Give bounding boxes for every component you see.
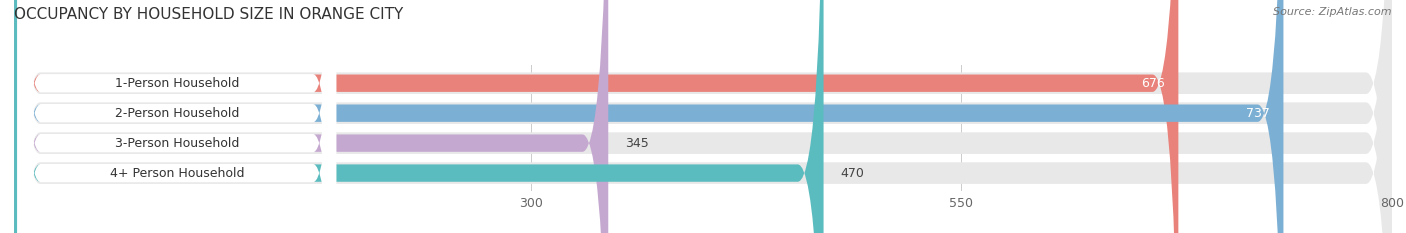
FancyBboxPatch shape: [14, 0, 609, 233]
Text: 345: 345: [626, 137, 650, 150]
Text: Source: ZipAtlas.com: Source: ZipAtlas.com: [1274, 7, 1392, 17]
FancyBboxPatch shape: [17, 0, 336, 233]
Text: 3-Person Household: 3-Person Household: [115, 137, 239, 150]
FancyBboxPatch shape: [14, 0, 1392, 233]
Text: 737: 737: [1246, 107, 1270, 120]
FancyBboxPatch shape: [17, 0, 336, 233]
FancyBboxPatch shape: [14, 0, 1284, 233]
FancyBboxPatch shape: [14, 0, 1392, 233]
FancyBboxPatch shape: [17, 0, 336, 233]
FancyBboxPatch shape: [14, 0, 1392, 233]
FancyBboxPatch shape: [14, 0, 1178, 233]
Text: 470: 470: [841, 167, 865, 180]
FancyBboxPatch shape: [14, 0, 1392, 233]
Text: OCCUPANCY BY HOUSEHOLD SIZE IN ORANGE CITY: OCCUPANCY BY HOUSEHOLD SIZE IN ORANGE CI…: [14, 7, 404, 22]
Text: 676: 676: [1140, 77, 1164, 90]
Text: 2-Person Household: 2-Person Household: [115, 107, 239, 120]
Text: 1-Person Household: 1-Person Household: [115, 77, 239, 90]
Text: 4+ Person Household: 4+ Person Household: [110, 167, 245, 180]
FancyBboxPatch shape: [17, 0, 336, 233]
FancyBboxPatch shape: [14, 0, 824, 233]
